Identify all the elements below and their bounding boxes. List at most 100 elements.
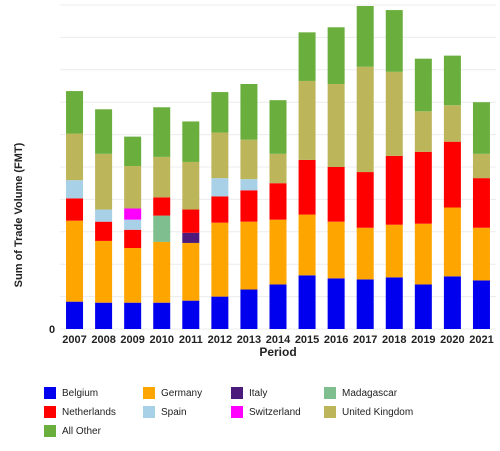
bar-segment-madagascar-2010 <box>153 215 171 242</box>
bar-segment-germany-2008 <box>95 240 113 303</box>
bar-segment-belgium-2012 <box>211 296 229 329</box>
legend-label: Netherlands <box>62 406 116 418</box>
bar-segment-belgium-2011 <box>182 300 200 329</box>
bar-segment-belgium-2007 <box>66 301 84 329</box>
bar-segment-netherlands-2020 <box>443 141 461 208</box>
x-tick-label: 2011 <box>179 334 203 346</box>
bar-segment-netherlands-2007 <box>66 198 84 221</box>
legend-label: Madagascar <box>342 387 398 399</box>
bar-segment-united-kingdom-2019 <box>414 111 432 152</box>
legend-item: Belgium <box>44 387 98 399</box>
bar-segment-all-other-2014 <box>269 100 287 154</box>
bar-segment-all-other-2010 <box>153 107 171 157</box>
legend-swatch <box>44 425 56 437</box>
bar-segment-netherlands-2015 <box>298 159 316 215</box>
bar-segment-spain-2007 <box>66 180 84 199</box>
bar-segment-belgium-2021 <box>472 280 490 329</box>
bar-segment-united-kingdom-2018 <box>385 71 403 156</box>
legend-label: Switzerland <box>249 406 301 418</box>
bar-segment-germany-2013 <box>240 221 258 290</box>
bar-segment-all-other-2019 <box>414 58 432 112</box>
x-tick-label: 2019 <box>411 334 435 346</box>
bar-segment-spain-2013 <box>240 179 258 191</box>
bar-segment-netherlands-2019 <box>414 151 432 224</box>
bar-segment-united-kingdom-2008 <box>95 153 113 210</box>
bar-segment-united-kingdom-2012 <box>211 132 229 179</box>
legend-swatch <box>231 387 243 399</box>
bar-segment-all-other-2018 <box>385 10 403 72</box>
legend-swatch <box>143 406 155 418</box>
bar-segment-united-kingdom-2011 <box>182 161 200 210</box>
bar-segment-united-kingdom-2016 <box>327 83 345 167</box>
x-tick-label: 2017 <box>353 334 377 346</box>
legend-item: Spain <box>143 406 187 418</box>
x-tick-labels: 2007 2008 2009 2010 2011 2012 2013 2014 2015 2016… <box>62 334 493 346</box>
bar-segment-germany-2011 <box>182 242 200 301</box>
bar-segment-netherlands-2021 <box>472 178 490 228</box>
bar-segment-netherlands-2014 <box>269 183 287 220</box>
legend-swatch <box>324 387 336 399</box>
bar-segment-spain-2008 <box>95 209 113 222</box>
bar-segment-all-other-2020 <box>443 55 461 106</box>
bar-segment-all-other-2007 <box>66 91 84 134</box>
bar-segment-belgium-2014 <box>269 284 287 329</box>
bar-segment-netherlands-2017 <box>356 172 374 228</box>
x-tick-label: 2010 <box>149 334 173 346</box>
bar-segment-spain-2009 <box>124 219 142 230</box>
bar-segment-belgium-2008 <box>95 302 113 329</box>
y-axis-title: Sum of Trade Volume (FMT) <box>13 142 25 287</box>
bar-segment-all-other-2013 <box>240 83 258 140</box>
bar-segment-united-kingdom-2014 <box>269 153 287 184</box>
legend-item: Germany <box>143 387 202 399</box>
bar-segment-netherlands-2010 <box>153 197 171 216</box>
bar-segment-germany-2020 <box>443 207 461 277</box>
legend-item: Netherlands <box>44 406 116 418</box>
stacked-bar-chart: Sum of Trade Volume (FMT) 0 2007 2008 2009… <box>13 4 496 359</box>
legend-item: Italy <box>231 387 267 399</box>
bar-segment-united-kingdom-2021 <box>472 153 490 179</box>
bars <box>66 6 490 329</box>
bar-segment-netherlands-2012 <box>211 196 229 223</box>
x-tick-label: 2016 <box>324 334 348 346</box>
legend-swatch <box>324 406 336 418</box>
legend-label: All Other <box>62 425 101 437</box>
bar-segment-germany-2017 <box>356 227 374 280</box>
bar-segment-netherlands-2009 <box>124 229 142 248</box>
bar-segment-netherlands-2011 <box>182 209 200 233</box>
legend-label: Spain <box>161 406 187 418</box>
legend-swatch <box>44 406 56 418</box>
x-tick-label: 2007 <box>62 334 86 346</box>
bar-segment-germany-2012 <box>211 222 229 297</box>
bar-segment-netherlands-2013 <box>240 190 258 222</box>
bar-segment-belgium-2015 <box>298 275 316 329</box>
bar-segment-united-kingdom-2015 <box>298 80 316 160</box>
legend-item: Switzerland <box>231 406 301 418</box>
bar-segment-united-kingdom-2010 <box>153 156 171 198</box>
bar-segment-belgium-2017 <box>356 279 374 329</box>
bar-segment-united-kingdom-2013 <box>240 139 258 180</box>
bar-segment-spain-2012 <box>211 178 229 197</box>
legend-swatch <box>143 387 155 399</box>
bar-segment-all-other-2021 <box>472 102 490 154</box>
bar-segment-netherlands-2018 <box>385 155 403 225</box>
bar-segment-all-other-2015 <box>298 32 316 81</box>
bar-segment-germany-2021 <box>472 227 490 281</box>
bar-segment-germany-2007 <box>66 220 84 302</box>
bar-segment-all-other-2011 <box>182 121 200 162</box>
bar-segment-germany-2009 <box>124 248 142 303</box>
bar-segment-netherlands-2016 <box>327 167 345 222</box>
y-tick-label: 0 <box>49 324 55 336</box>
bar-segment-all-other-2012 <box>211 92 229 133</box>
bar-segment-united-kingdom-2017 <box>356 66 374 173</box>
x-axis-title: Period <box>259 345 296 359</box>
bar-segment-belgium-2018 <box>385 277 403 329</box>
x-tick-label: 2009 <box>120 334 144 346</box>
bar-segment-belgium-2013 <box>240 289 258 329</box>
bar-segment-all-other-2016 <box>327 27 345 84</box>
legend-item: Madagascar <box>324 387 397 399</box>
legend-label: Germany <box>161 387 203 399</box>
bar-segment-united-kingdom-2007 <box>66 133 84 181</box>
bar-segment-belgium-2019 <box>414 284 432 329</box>
x-tick-label: 2008 <box>91 334 115 346</box>
bar-segment-belgium-2009 <box>124 302 142 329</box>
